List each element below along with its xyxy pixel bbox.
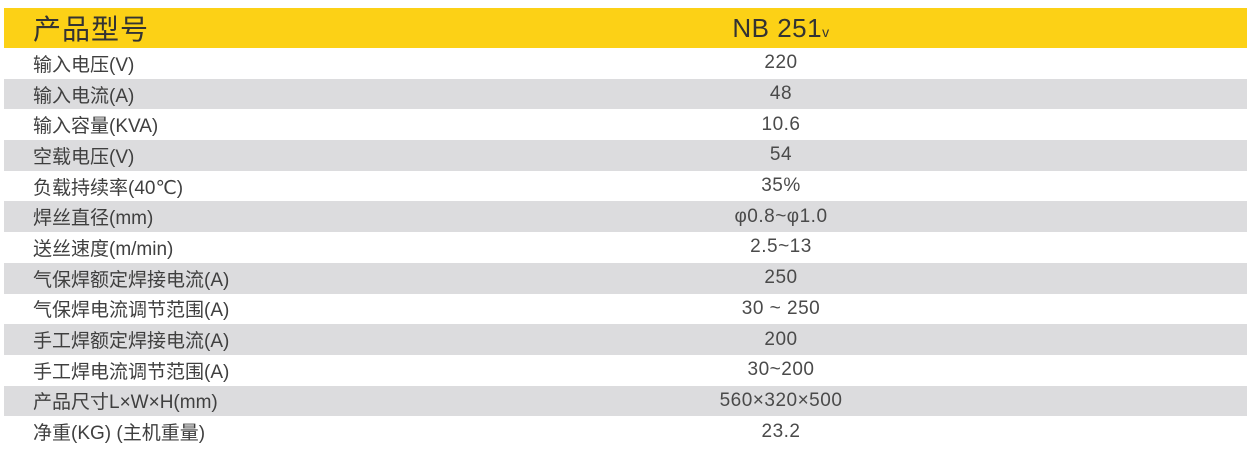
spec-value: 2.5~13	[750, 236, 812, 258]
table-row: 负载持续率(40℃) 35%	[4, 170, 1247, 202]
spec-value: 220	[764, 52, 798, 74]
spec-label: 净重(KG) (主机重量)	[33, 423, 206, 445]
table-row: 气保焊电流调节范围(A) 30 ~ 250	[4, 293, 1247, 325]
spec-label: 负载持续率(40℃)	[33, 177, 184, 199]
table-row: 输入容量(KVA) 10.6	[4, 109, 1247, 141]
spec-value: 560×320×500	[719, 389, 843, 411]
spec-label: 产品尺寸L×W×H(mm)	[33, 392, 218, 414]
table-row: 焊丝直径(mm) φ0.8~φ1.0	[4, 201, 1247, 233]
table-row: 输入电流(A) 48	[4, 78, 1247, 110]
table-header-row: 产品型号 NB 251v	[4, 8, 1247, 48]
table-row: 手工焊电流调节范围(A) 30~200	[4, 354, 1247, 386]
spec-value: 23.2	[761, 420, 801, 442]
table-row: 气保焊额定焊接电流(A) 250	[4, 262, 1247, 294]
spec-label: 送丝速度(m/min)	[33, 238, 174, 260]
spec-value: 250	[764, 267, 798, 289]
table-row: 产品尺寸L×W×H(mm) 560×320×500	[4, 385, 1247, 417]
table-row: 净重(KG) (主机重量) 23.2	[4, 416, 1247, 447]
spec-value: 30~200	[747, 359, 815, 381]
spec-label: 手工焊电流调节范围(A)	[33, 361, 230, 383]
spec-value: 200	[764, 328, 798, 350]
spec-value: 35%	[761, 175, 801, 197]
header-product-model-label: 产品型号	[33, 14, 150, 45]
spec-value: 54	[769, 144, 793, 166]
header-model-value: NB 251v	[315, 13, 1247, 44]
spec-label: 气保焊额定焊接电流(A)	[33, 269, 230, 291]
product-spec-table: 产品型号 NB 251v 输入电压(V) 220 输入电流(A) 48 输入容量…	[4, 8, 1247, 447]
spec-label: 焊丝直径(mm)	[33, 208, 154, 230]
spec-label: 输入容量(KVA)	[33, 116, 159, 138]
spec-label: 输入电压(V)	[33, 54, 135, 76]
spec-label: 气保焊电流调节范围(A)	[33, 300, 230, 322]
spec-value: 30 ~ 250	[741, 297, 821, 319]
table-row: 输入电压(V) 220	[4, 48, 1247, 79]
table-row: 空载电压(V) 54	[4, 140, 1247, 171]
spec-value: φ0.8~φ1.0	[734, 205, 828, 227]
spec-value: 10.6	[761, 113, 801, 135]
table-row: 手工焊额定焊接电流(A) 200	[4, 324, 1247, 355]
spec-label: 手工焊额定焊接电流(A)	[33, 331, 230, 353]
model-suffix: v	[822, 23, 830, 40]
spec-value: 48	[769, 83, 793, 105]
spec-label: 空载电压(V)	[33, 146, 135, 168]
table-row: 送丝速度(m/min) 2.5~13	[4, 232, 1247, 263]
model-name: NB 251	[732, 12, 823, 43]
spec-label: 输入电流(A)	[33, 85, 135, 107]
